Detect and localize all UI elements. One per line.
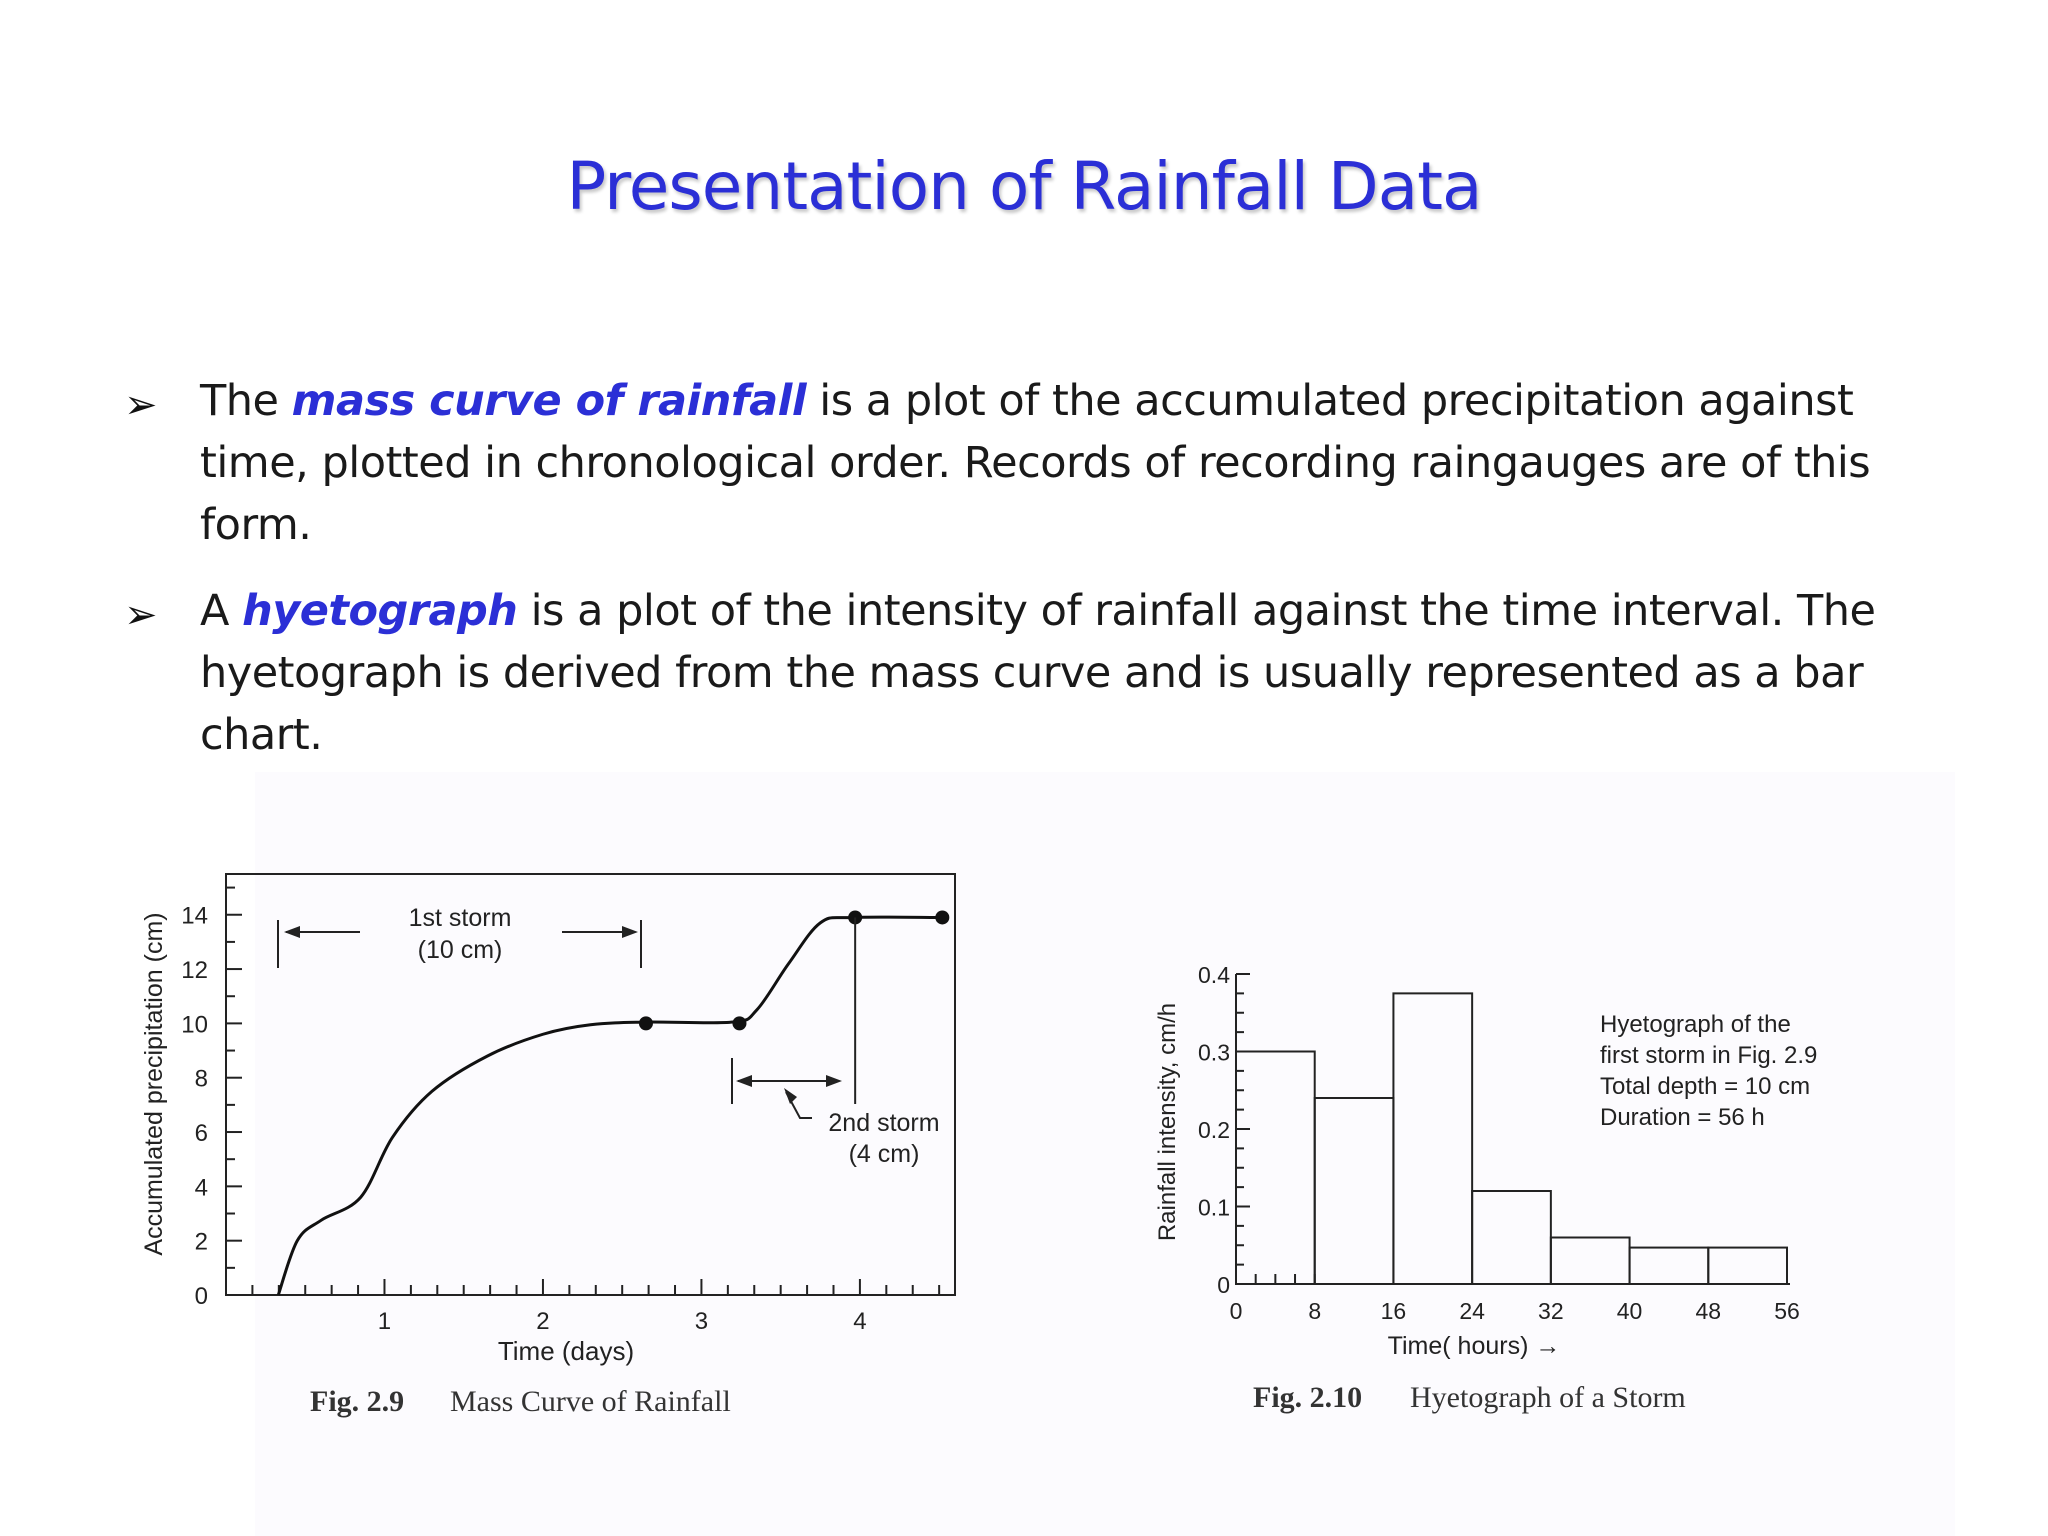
hyetograph-bar xyxy=(1707,1246,1789,1285)
storm1-label: 1st storm xyxy=(409,904,512,932)
x-tick-label: 40 xyxy=(1617,1298,1643,1324)
hyetograph-chart: 0 0.1 0.2 0.3 0.4 0 8 16 24 32 40 48 56 Hyetograph o… xyxy=(1154,962,1817,1414)
term-mass-curve: mass curve of rainfall xyxy=(291,376,807,426)
arrowhead-icon xyxy=(736,1075,752,1087)
storm2-label: 2nd storm xyxy=(828,1109,939,1137)
arrowhead-icon xyxy=(784,1088,797,1104)
figure-caption: Hyetograph of a Storm xyxy=(1410,1381,1686,1414)
curve-marker xyxy=(638,1016,653,1031)
y-tick-label: 0.3 xyxy=(1198,1040,1230,1066)
storm2-depth: (4 cm) xyxy=(849,1140,920,1168)
bullet-text: A hyetograph is a plot of the intensity … xyxy=(200,580,1924,766)
hyetograph-bar xyxy=(1235,1050,1316,1285)
bullet-mass-curve: ➢ The mass curve of rainfall is a plot o… xyxy=(124,370,1924,556)
hyetograph-bar xyxy=(1471,1190,1552,1285)
note-line-4: Duration = 56 h xyxy=(1600,1104,1765,1131)
note-line-1: Hyetograph of the xyxy=(1600,1011,1791,1038)
y-tick-label: 0.4 xyxy=(1198,962,1230,988)
x-tick-label: 3 xyxy=(695,1308,708,1335)
curve-marker xyxy=(935,910,950,925)
x-tick-label: 1 xyxy=(378,1308,391,1335)
y-tick-label: 10 xyxy=(181,1011,208,1038)
bullet-lead: A xyxy=(200,586,243,636)
arrow-bullet-icon: ➢ xyxy=(124,382,158,428)
figures-background xyxy=(255,772,1955,1536)
storm1-depth: (10 cm) xyxy=(418,936,503,964)
plot-frame xyxy=(225,873,956,1296)
x-tick-label: 24 xyxy=(1459,1298,1485,1324)
bullet-text: The mass curve of rainfall is a plot of … xyxy=(200,370,1924,556)
bullet-hyetograph: ➢ A hyetograph is a plot of the intensit… xyxy=(124,580,1924,766)
curve-marker xyxy=(732,1016,747,1031)
x-tick-label: 2 xyxy=(536,1308,549,1335)
x-axis-label: Time( hours) → xyxy=(1388,1332,1561,1360)
arrowhead-icon xyxy=(826,1075,842,1087)
curve-markers xyxy=(638,910,950,1104)
y-tick-label: 0 xyxy=(195,1283,208,1310)
y-tick-label: 4 xyxy=(195,1174,208,1201)
x-tick-label: 4 xyxy=(853,1308,866,1335)
slide-title: Presentation of Rainfall Data xyxy=(566,148,1482,225)
axis-ticks: 0 0.1 0.2 0.3 0.4 0 8 16 24 32 40 48 56 xyxy=(1198,962,1800,1324)
y-tick-label: 0.2 xyxy=(1198,1117,1230,1143)
y-tick-label: 6 xyxy=(195,1120,208,1147)
y-tick-label: 0 xyxy=(1217,1272,1230,1298)
hyetograph-bar xyxy=(1549,1236,1631,1285)
term-hyetograph: hyetograph xyxy=(242,586,518,636)
y-tick-label: 2 xyxy=(195,1229,208,1256)
bullet-lead: The xyxy=(200,376,292,426)
x-tick-label: 32 xyxy=(1538,1298,1564,1324)
y-axis-label: Rainfall intensity, cm/h xyxy=(1154,1003,1181,1241)
x-tick-label: 16 xyxy=(1381,1298,1407,1324)
note-line-2: first storm in Fig. 2.9 xyxy=(1600,1042,1817,1069)
hyetograph-bar xyxy=(1313,1097,1395,1285)
y-tick-label: 8 xyxy=(195,1066,208,1093)
x-axis-label: Time (days) xyxy=(498,1336,634,1366)
x-tick-label: 8 xyxy=(1308,1298,1321,1324)
x-tick-label: 48 xyxy=(1695,1298,1721,1324)
y-axis-label: Accumulated precipitation (cm) xyxy=(140,912,168,1255)
figure-caption: Mass Curve of Rainfall xyxy=(450,1385,731,1418)
arrow-bullet-icon: ➢ xyxy=(124,592,158,638)
figure-number: Fig. 2.9 xyxy=(310,1385,404,1418)
arrowhead-icon xyxy=(284,926,300,938)
x-tick-label: 56 xyxy=(1774,1298,1800,1324)
note-line-3: Total depth = 10 cm xyxy=(1600,1073,1810,1100)
bullet-body: is a plot of the intensity of rainfall a… xyxy=(200,586,1876,760)
y-tick-label: 14 xyxy=(181,903,208,930)
hyetograph-bar xyxy=(1392,992,1474,1285)
figure-number: Fig. 2.10 xyxy=(1253,1381,1362,1414)
y-tick-label: 12 xyxy=(181,957,208,984)
bullet-body: is a plot of the accumulated precipitati… xyxy=(200,376,1871,550)
x-tick-label: 0 xyxy=(1230,1298,1243,1324)
y-tick-label: 0.1 xyxy=(1198,1195,1230,1221)
mass-curve-line xyxy=(276,915,940,1296)
arrowhead-icon xyxy=(622,926,638,938)
hyetograph-bar xyxy=(1628,1246,1710,1285)
